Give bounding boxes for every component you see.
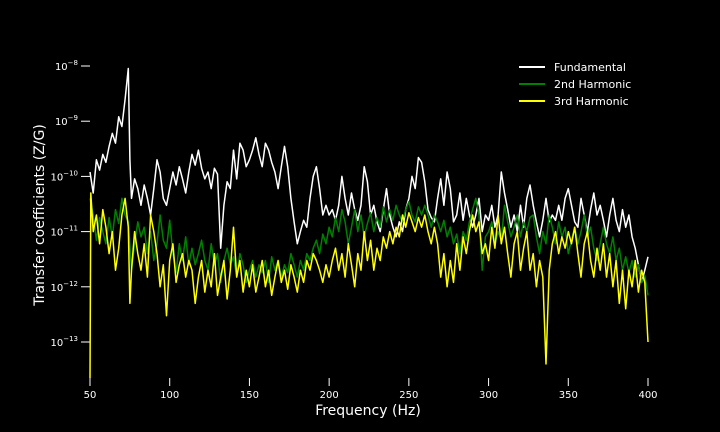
legend: Fundamental 2nd Harmonic 3rd Harmonic bbox=[519, 61, 631, 108]
x-tick-label: 50 bbox=[84, 390, 97, 401]
series-line-3rd-harmonic bbox=[89, 192, 649, 378]
x-tick-label: 300 bbox=[479, 390, 498, 401]
y-axis: 10−13 10−12 10−11 10−10 10−9 10−8 bbox=[50, 59, 90, 349]
plot-area bbox=[89, 67, 649, 378]
legend-label: 3rd Harmonic bbox=[554, 95, 629, 108]
y-tick-label: 10−13 bbox=[50, 335, 78, 349]
x-tick-label: 150 bbox=[240, 390, 259, 401]
legend-label: 2nd Harmonic bbox=[554, 78, 631, 91]
y-tick-label: 10−9 bbox=[55, 114, 78, 128]
series-line-fundamental bbox=[89, 67, 649, 284]
x-tick-label: 250 bbox=[399, 390, 418, 401]
x-axis-label: Frequency (Hz) bbox=[315, 403, 421, 419]
legend-label: Fundamental bbox=[554, 61, 626, 74]
y-tick-label: 10−10 bbox=[50, 169, 78, 183]
x-axis: 50 100 150 200 250 300 350 400 bbox=[84, 378, 658, 401]
x-tick-label: 350 bbox=[559, 390, 578, 401]
x-tick-label: 200 bbox=[320, 390, 339, 401]
y-tick-label: 10−11 bbox=[50, 225, 78, 239]
y-axis-label: Transfer coefficients (Z/G) bbox=[32, 124, 48, 307]
x-tick-label: 100 bbox=[160, 390, 179, 401]
y-tick-label: 10−12 bbox=[50, 280, 78, 294]
x-tick-label: 400 bbox=[638, 390, 657, 401]
y-tick-label: 10−8 bbox=[55, 59, 78, 73]
